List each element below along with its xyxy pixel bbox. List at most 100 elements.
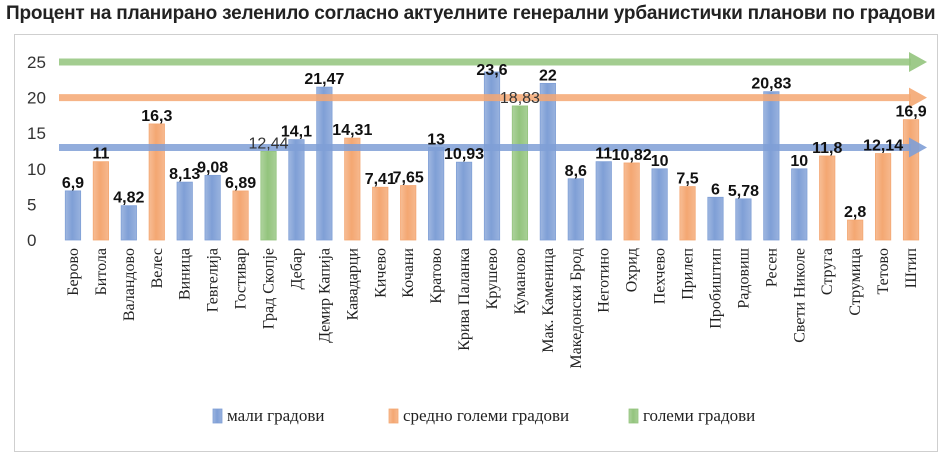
bar-Тетово <box>875 153 892 241</box>
value-label: 14,31 <box>332 122 372 139</box>
bar-Валандово <box>120 205 137 241</box>
category-label: Град Скопје <box>261 248 278 329</box>
value-label: 16,3 <box>141 108 172 125</box>
bar-Кратово <box>428 147 445 241</box>
bar-Крушево <box>483 71 501 241</box>
bar-Град Скопје <box>260 151 277 241</box>
category-label: Пробиштип <box>707 248 724 329</box>
bar-chart: 0 5 10 15 20 25 6,9 11 4,82 16,3 8,139,086,89 12,44… <box>27 52 927 425</box>
bar-Струга <box>819 155 836 241</box>
y-tick-label: 20 <box>27 89 46 108</box>
value-label: 6,89 <box>225 175 256 192</box>
category-label: Крушево <box>484 248 501 309</box>
bar-Битола <box>92 161 109 241</box>
value-label: 12,14 <box>863 138 903 155</box>
bar-Штип <box>902 119 920 241</box>
category-label: Гостивар <box>233 248 250 309</box>
bar-Пробиштип <box>707 196 724 241</box>
legend-label-small: мали градови <box>227 406 324 425</box>
value-label: 4,82 <box>113 190 144 207</box>
category-label: Крива Паланка <box>456 248 473 351</box>
category-label: Кавадарци <box>344 248 361 321</box>
value-label: 10,82 <box>612 147 652 164</box>
y-tick-label: 5 <box>27 195 36 214</box>
y-tick-label: 15 <box>27 124 46 143</box>
value-label: 21,47 <box>304 71 344 88</box>
bar-Крива Паланка <box>455 161 473 241</box>
legend-swatch-medium <box>388 408 399 424</box>
category-label: Охрид <box>624 248 641 292</box>
bar-Ресен <box>763 91 780 241</box>
bar-Кочани <box>400 185 417 241</box>
bar-Радовиш <box>735 198 752 241</box>
value-label: 12,44 <box>248 135 288 152</box>
value-label: 14,1 <box>281 124 312 141</box>
value-label: 13 <box>427 131 445 148</box>
category-label: Велес <box>149 248 166 288</box>
category-label: Радовиш <box>735 247 752 308</box>
bar-Кавадарци <box>344 137 361 241</box>
category-label: Ресен <box>763 248 780 288</box>
bar-Кичево <box>372 186 389 241</box>
category-label: Свети Николе <box>791 248 808 343</box>
value-label: 7,65 <box>393 170 424 187</box>
value-label: 11 <box>595 146 612 163</box>
bar-Демир Капија <box>316 86 333 241</box>
value-label: 8,13 <box>169 166 200 183</box>
category-label: Струга <box>819 248 836 295</box>
bar-Виница <box>176 181 193 241</box>
value-label: 23,6 <box>476 62 507 79</box>
legend-swatch-small <box>212 408 223 424</box>
value-label: 22 <box>539 67 557 84</box>
chart-title: Процент на планирано зеленило согласно а… <box>6 3 936 24</box>
bar-Охрид <box>623 162 640 241</box>
bar-Берово <box>64 190 82 241</box>
category-label: Дебар <box>288 248 305 289</box>
reference-arrowhead-medium <box>909 87 927 108</box>
reference-arrowhead-large <box>909 52 927 72</box>
value-label: 8,6 <box>565 163 587 180</box>
bar-Прилеп <box>679 186 696 241</box>
category-label: Кочани <box>400 248 417 298</box>
y-tick-label: 10 <box>27 160 46 179</box>
category-label: Гевгелија <box>205 248 222 312</box>
value-label: 5,78 <box>728 183 759 200</box>
bar-Струмица <box>847 219 864 241</box>
value-label: 2,8 <box>844 204 866 221</box>
value-label: 10,93 <box>444 146 484 163</box>
y-tick-label: 25 <box>27 53 46 72</box>
category-label: Македонски Брод <box>568 248 585 369</box>
category-label: Валандово <box>121 248 138 321</box>
value-label: 16,9 <box>895 104 926 121</box>
value-label: 18,83 <box>500 90 540 107</box>
bar-Велес <box>148 123 165 241</box>
legend-swatch-large <box>628 408 639 424</box>
bar-Неготино <box>595 161 612 241</box>
bar-Гевгелија <box>204 174 221 241</box>
value-label: 11 <box>92 146 109 163</box>
category-label: Виница <box>177 248 194 300</box>
category-label: Кичево <box>372 248 389 298</box>
y-tick-label: 0 <box>27 231 36 250</box>
category-label: Битола <box>93 248 110 295</box>
value-label: 7,41 <box>365 171 396 188</box>
bar-Пехчево <box>651 168 668 241</box>
bar-Дебар <box>288 139 305 241</box>
value-label: 20,83 <box>751 76 791 93</box>
category-label: Куманово <box>512 248 529 314</box>
value-label: 7,5 <box>676 171 698 188</box>
value-label: 6,9 <box>62 175 84 192</box>
value-label: 9,08 <box>197 159 228 176</box>
bar-Куманово <box>511 105 529 241</box>
category-label: Штип <box>903 248 920 289</box>
category-label: Прилеп <box>680 248 697 300</box>
category-label: Кратово <box>428 248 445 304</box>
legend-label-medium: средно големи градови <box>403 406 569 425</box>
value-label: 10 <box>651 153 669 170</box>
category-label: Тетово <box>875 248 892 295</box>
category-label: Демир Капија <box>316 248 333 343</box>
category-label: Неготино <box>596 248 613 313</box>
category-label: Струмица <box>847 248 864 316</box>
bar-Македонски Брод <box>567 178 584 241</box>
chart-frame: 0 5 10 15 20 25 6,9 11 4,82 16,3 8,13 9,08 6,89 12,44… <box>14 34 938 452</box>
